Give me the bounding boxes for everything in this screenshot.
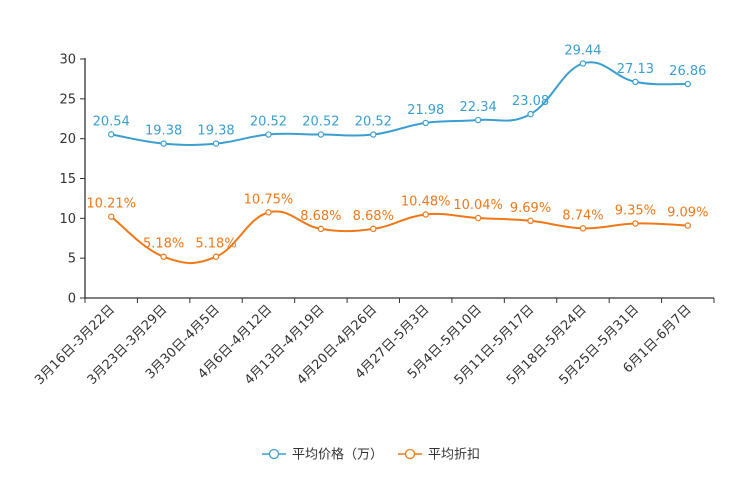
data-label: 20.52 <box>302 115 339 130</box>
data-point <box>317 131 325 138</box>
legend-item[interactable]: 平均价格（万） <box>262 447 383 463</box>
data-point <box>370 225 377 233</box>
data-label: 22.34 <box>460 100 497 115</box>
data-label: 9.35% <box>615 204 656 219</box>
legend-marker <box>404 448 416 460</box>
data-point <box>474 214 482 222</box>
data-label: 23.08 <box>512 94 549 109</box>
legend-marker <box>268 448 280 460</box>
y-tick-label: 0 <box>68 292 76 307</box>
y-tick-label: 25 <box>59 92 76 107</box>
y-tick-label: 10 <box>59 212 76 227</box>
data-label: 8.68% <box>353 209 394 224</box>
data-point <box>265 209 272 216</box>
data-label: 26.86 <box>669 64 706 79</box>
data-point <box>422 211 429 218</box>
data-label: 19.38 <box>197 124 234 139</box>
data-label: 20.54 <box>93 114 130 129</box>
data-label: 20.52 <box>250 115 287 130</box>
data-point <box>632 78 639 86</box>
series-average-price: 20.54 19.38 19.38 20.52 20.52 20.52 21.98 22.34… <box>93 43 706 147</box>
data-label: 19.38 <box>145 124 182 139</box>
chart-series: 20.54 19.38 19.38 20.52 20.52 20.52 21.98 22.34… <box>86 43 708 265</box>
data-label: 8.74% <box>562 208 603 223</box>
y-tick-label: 5 <box>68 252 76 267</box>
data-point <box>527 110 534 118</box>
data-label: 20.52 <box>355 115 392 130</box>
data-label: 9.69% <box>510 201 551 216</box>
data-point <box>108 213 115 220</box>
y-tick-label: 30 <box>59 53 76 68</box>
data-label: 29.44 <box>564 43 601 58</box>
data-point <box>684 80 691 88</box>
data-point <box>579 60 587 67</box>
data-point <box>474 116 482 124</box>
data-label: 8.68% <box>300 209 341 224</box>
data-point <box>265 131 272 138</box>
chart-legend[interactable]: 平均价格（万） 平均折扣 <box>262 447 480 463</box>
data-point <box>684 222 691 229</box>
data-label: 9.09% <box>667 206 708 221</box>
y-tick-label: 15 <box>59 172 76 187</box>
data-point <box>160 140 167 147</box>
data-label: 27.13 <box>617 62 654 77</box>
data-point <box>422 119 429 127</box>
data-point <box>370 131 377 138</box>
y-tick-label: 20 <box>59 132 76 147</box>
data-label: 21.98 <box>407 103 444 118</box>
data-label: 10.48% <box>401 195 451 210</box>
legend-label: 平均折扣 <box>428 448 480 463</box>
data-point <box>160 253 167 260</box>
data-point <box>579 225 587 232</box>
data-point <box>527 217 534 225</box>
series-average-discount: 10.21% 5.18% 5.18% 10.75% 8.68% 8.68% 10.48% 10… <box>86 192 708 265</box>
data-point <box>317 225 325 233</box>
data-point <box>632 220 639 227</box>
data-label: 10.75% <box>244 192 294 207</box>
legend-label: 平均价格（万） <box>292 447 383 463</box>
data-point <box>212 140 220 147</box>
data-label: 10.21% <box>86 197 136 212</box>
data-point <box>212 253 220 260</box>
data-point <box>108 131 115 138</box>
legend-item[interactable]: 平均折扣 <box>398 448 480 463</box>
data-label: 5.18% <box>195 237 236 252</box>
data-label: 10.04% <box>453 198 503 213</box>
data-label: 5.18% <box>143 237 184 252</box>
